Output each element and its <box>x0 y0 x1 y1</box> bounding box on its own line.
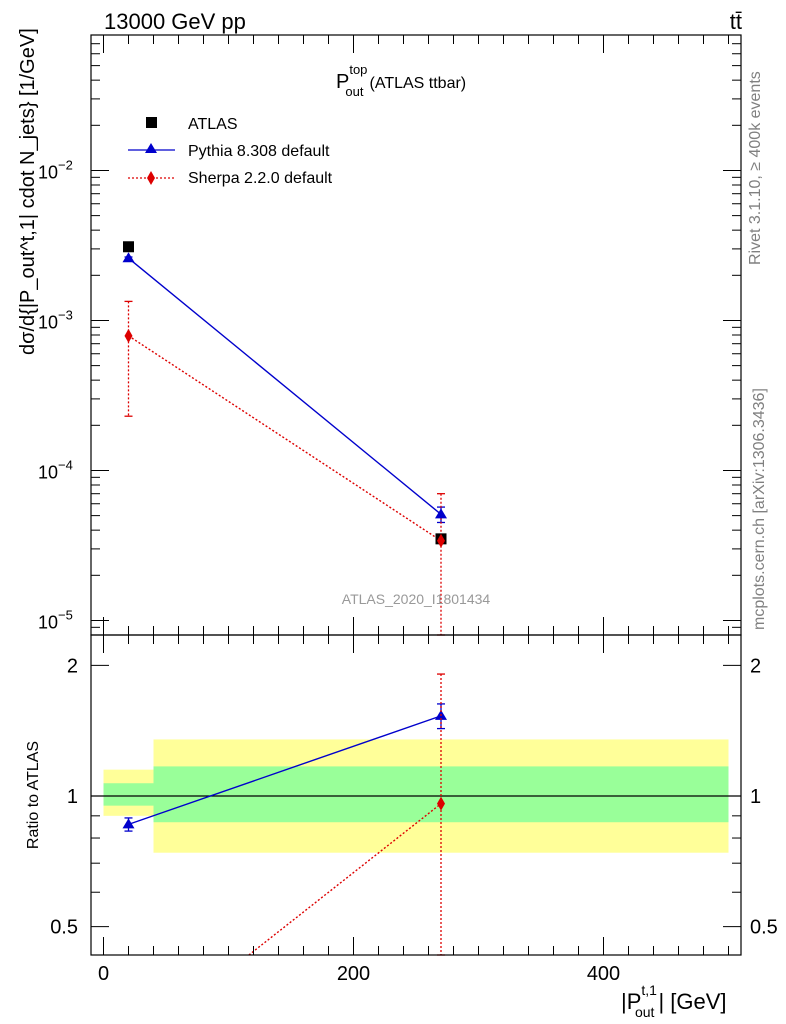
legend: ATLAS Pythia 8.308 default Sherpa 2.2.0 … <box>128 116 333 187</box>
ratio-ylabel: Ratio to ATLAS <box>25 741 42 849</box>
main-title: Ptop out (ATLAS ttbar) <box>336 62 466 99</box>
title-sub: out <box>345 84 363 99</box>
rivet-version-label: Rivet 3.1.10, ≥ 400k events <box>747 71 764 265</box>
ratio-y-tick-label-right: 1 <box>750 786 761 808</box>
x-axis-label: |Pt,1 out | [GeV] <box>621 982 727 1020</box>
ratio-sherpa-line <box>248 803 442 956</box>
title-main: P <box>336 71 349 93</box>
legend-atlas-marker <box>146 117 157 128</box>
ratio-y-tick-label-left: 1 <box>67 786 78 808</box>
main-sherpa-point <box>437 533 445 548</box>
ratio-band-inner <box>103 783 154 806</box>
main-y-tick-label: 10−4 <box>38 457 73 482</box>
legend-pythia-marker <box>145 143 157 153</box>
title-sup: top <box>349 62 367 77</box>
ratio-y-tick-label-right: 0.5 <box>750 917 778 939</box>
legend-sherpa-marker <box>147 171 155 185</box>
ratio-y-tick-label-right: 2 <box>750 655 761 677</box>
x-tick-label: 200 <box>337 963 370 985</box>
main-sherpa-point <box>124 328 133 343</box>
xlabel-main: |P <box>621 989 641 1014</box>
process-label: tt̄ <box>730 9 742 34</box>
ratio-pythia-point <box>122 818 135 829</box>
legend-pythia-label: Pythia 8.308 default <box>188 143 330 160</box>
main-y-tick-label: 10−3 <box>38 307 73 332</box>
mcplots-label: mcplots.cern.ch [arXiv:1306.3436] <box>751 388 768 630</box>
main-y-tick-label: 10−2 <box>38 157 73 182</box>
x-tick-label: 400 <box>587 963 620 985</box>
ratio-panel: 0.5 0.5 1 1 2 2 0 200 400 Ratio to ATLAS |Pt,1 o… <box>25 634 778 1020</box>
title-rest: (ATLAS ttbar) <box>370 75 467 92</box>
main-ylabel: dσ/d{|P_out^t,1| cdot N_jets} [1/GeV] <box>17 28 39 355</box>
ratio-sherpa-point <box>437 796 445 811</box>
xlabel-sup: t,1 <box>641 982 657 998</box>
x-tick-label: 0 <box>98 963 109 985</box>
energy-label: 13000 GeV pp <box>104 9 246 34</box>
analysis-id: ATLAS_2020_I1801434 <box>342 591 491 607</box>
main-pythia-line <box>128 257 442 515</box>
ratio-y-tick-label-left: 2 <box>67 655 78 677</box>
main-y-tick-label: 10−5 <box>38 607 73 632</box>
xlabel-sub: out <box>635 1004 655 1020</box>
ratio-frame <box>90 634 742 956</box>
ratio-pythia-line <box>128 715 442 826</box>
main-pythia-point <box>435 508 447 519</box>
legend-sherpa-label: Sherpa 2.2.0 default <box>188 170 333 187</box>
main-sherpa-line <box>128 335 442 542</box>
legend-atlas-label: ATLAS <box>188 116 238 133</box>
main-atlas-point <box>123 241 134 253</box>
xlabel-rest: | [GeV] <box>658 989 726 1014</box>
main-panel: 10−2 10−3 10−4 10−5 Ptop out (ATLAS ttbar) dσ… <box>17 28 742 636</box>
main-pythia-point <box>122 252 135 263</box>
ratio-y-tick-label-left: 0.5 <box>50 917 78 939</box>
